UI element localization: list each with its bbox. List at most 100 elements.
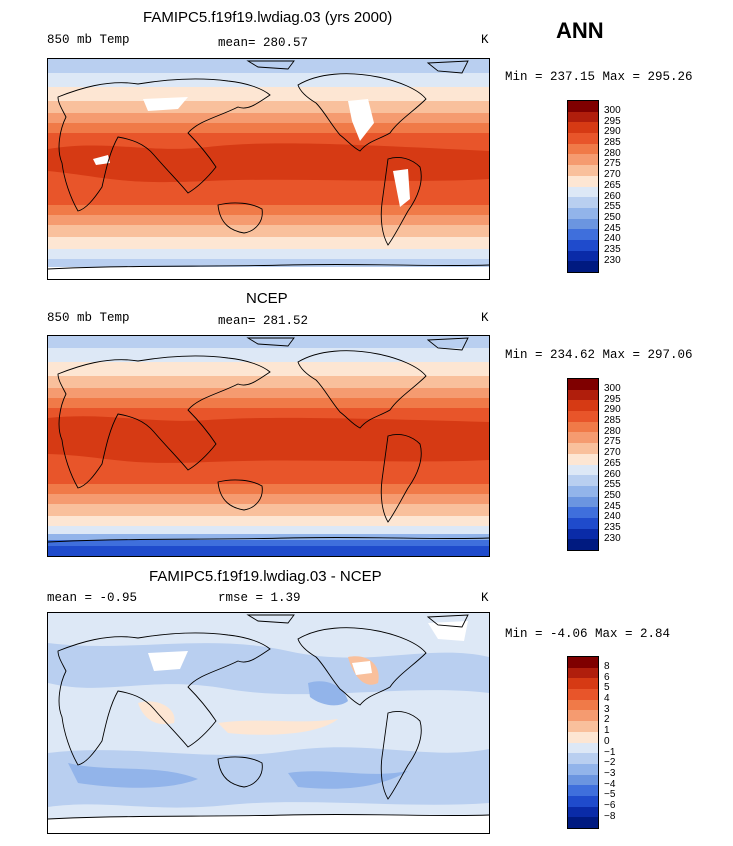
panel-3-minmax: Min = -4.06 Max = 2.84 <box>505 627 671 641</box>
colorbar-swatch: −3 <box>567 763 615 779</box>
colorbar-level-label: 260 <box>604 468 621 480</box>
colorbar-level-label: −6 <box>604 799 616 811</box>
panel-3-map <box>47 612 490 834</box>
colorbar-swatch: 240 <box>567 229 621 244</box>
colorbar-level-label: 280 <box>604 147 621 159</box>
colorbar-swatch: 5 <box>567 678 610 693</box>
colorbar-swatch <box>567 817 599 829</box>
colorbar-swatch: −4 <box>567 774 615 790</box>
colorbar-swatch: 6 <box>567 667 610 683</box>
colorbar-level-label: 270 <box>604 169 621 181</box>
colorbar-swatch: 295 <box>567 389 621 405</box>
colorbar-swatch: 255 <box>567 475 621 490</box>
colorbar-level-label: 270 <box>604 447 621 459</box>
panel-2-mean-label: mean= 281.52 <box>218 314 309 328</box>
colorbar-level-label: 6 <box>604 671 610 683</box>
colorbar-panel-3: 8 6 5 4 3 2 1 0 −1 −2 −3 −4 −5 −6 −8 <box>567 656 615 829</box>
colorbar-swatch: 265 <box>567 175 621 191</box>
panel-1-map <box>47 58 490 280</box>
panel-3-title: FAMIPC5.f19f19.lwdiag.03 - NCEP <box>149 568 382 585</box>
panel-2-variable-label: 850 mb Temp <box>47 311 130 325</box>
colorbar-swatch: 0 <box>567 731 610 747</box>
colorbar-swatch: 4 <box>567 689 610 704</box>
colorbar-swatch: 245 <box>567 218 621 234</box>
colorbar-swatch: 275 <box>567 432 621 447</box>
colorbar-swatch: 270 <box>567 443 621 458</box>
colorbar-level-label: 3 <box>604 703 610 715</box>
colorbar-level-label: 5 <box>604 682 610 694</box>
panel-2-map <box>47 335 490 557</box>
colorbar-swatch: 2 <box>567 710 610 725</box>
colorbar-swatch: 235 <box>567 517 621 533</box>
panel-2-map-svg <box>48 336 489 556</box>
colorbar-swatch: 300 <box>567 100 621 116</box>
colorbar-level-label: 260 <box>604 190 621 202</box>
colorbar-level-label: 2 <box>604 714 610 726</box>
colorbar-swatch: 1 <box>567 721 610 736</box>
colorbar-level-label: 250 <box>604 211 621 223</box>
panel-1-mean-label: mean= 280.57 <box>218 36 309 50</box>
colorbar-level-label: 285 <box>604 137 621 149</box>
colorbar-swatch: 255 <box>567 197 621 212</box>
panel-1-variable-label: 850 mb Temp <box>47 33 130 47</box>
panel-1-title: FAMIPC5.f19f19.lwdiag.03 (yrs 2000) <box>143 9 393 26</box>
colorbar-level-label: 300 <box>604 383 621 394</box>
colorbar-level-label: 240 <box>604 511 621 523</box>
colorbar-level-label: 0 <box>604 735 610 747</box>
colorbar-swatch: −6 <box>567 795 615 811</box>
colorbar-swatch: 250 <box>567 207 621 223</box>
panel-2-minmax: Min = 234.62 Max = 297.06 <box>505 348 693 362</box>
colorbar-level-label: −5 <box>604 789 616 801</box>
colorbar-level-label: 265 <box>604 179 621 191</box>
colorbar-swatch: −8 <box>567 806 615 822</box>
colorbar-level-label: 235 <box>604 243 621 255</box>
colorbar-level-label: 4 <box>604 693 610 705</box>
colorbar-swatch: 245 <box>567 496 621 512</box>
colorbar-level-label: −2 <box>604 757 616 769</box>
colorbar-swatch: 285 <box>567 133 621 148</box>
colorbar-swatch <box>567 539 599 551</box>
colorbar-level-label: 275 <box>604 158 621 170</box>
colorbar-swatch: 280 <box>567 143 621 159</box>
colorbar-swatch <box>567 261 599 273</box>
colorbar-level-label: 230 <box>604 254 621 266</box>
colorbar-swatch: 3 <box>567 699 610 715</box>
colorbar-swatch: −1 <box>567 742 615 758</box>
colorbar-level-label: −1 <box>604 746 616 758</box>
colorbar-swatch: 265 <box>567 453 621 469</box>
colorbar-swatch: 300 <box>567 378 621 394</box>
colorbar-swatch: 8 <box>567 656 610 672</box>
panel-2-units-label: K <box>481 311 489 325</box>
colorbar-panel-1: 300 295 290 285 280 275 270 265 260 255 250 245 240 2… <box>567 100 621 273</box>
colorbar-swatch: 290 <box>567 122 621 137</box>
colorbar-swatch: 270 <box>567 165 621 180</box>
colorbar-swatch: 290 <box>567 400 621 415</box>
colorbar-level-label: 240 <box>604 233 621 245</box>
colorbar-level-label: 295 <box>604 115 621 127</box>
panel-1-map-svg <box>48 59 489 279</box>
colorbar-level-label: 1 <box>604 725 610 737</box>
panel-3-units-label: K <box>481 591 489 605</box>
panel-2-title: NCEP <box>246 290 288 307</box>
panel-1-units-label: K <box>481 33 489 47</box>
colorbar-level-label: 230 <box>604 532 621 544</box>
panel-3-rmse-label: rmse = 1.39 <box>218 591 301 605</box>
colorbar-level-label: −3 <box>604 767 616 779</box>
colorbar-swatch: −2 <box>567 753 615 768</box>
colorbar-level-label: 245 <box>604 222 621 234</box>
colorbar-level-label: −4 <box>604 778 616 790</box>
colorbar-swatch: 260 <box>567 186 621 202</box>
colorbar-panel-2: 300 295 290 285 280 275 270 265 260 255 250 245 240 2… <box>567 378 621 551</box>
colorbar-level-label: 290 <box>604 404 621 416</box>
colorbar-level-label: 280 <box>604 425 621 437</box>
colorbar-swatch: 240 <box>567 507 621 522</box>
panel-3-map-svg <box>48 613 489 833</box>
colorbar-swatch: −5 <box>567 785 615 800</box>
colorbar-level-label: 8 <box>604 661 610 672</box>
colorbar-swatch: 285 <box>567 411 621 426</box>
colorbar-level-label: 255 <box>604 201 621 213</box>
colorbar-level-label: 245 <box>604 500 621 512</box>
colorbar-level-label: −8 <box>604 810 616 822</box>
colorbar-swatch: 230 <box>567 250 621 266</box>
colorbar-swatch: 275 <box>567 154 621 169</box>
